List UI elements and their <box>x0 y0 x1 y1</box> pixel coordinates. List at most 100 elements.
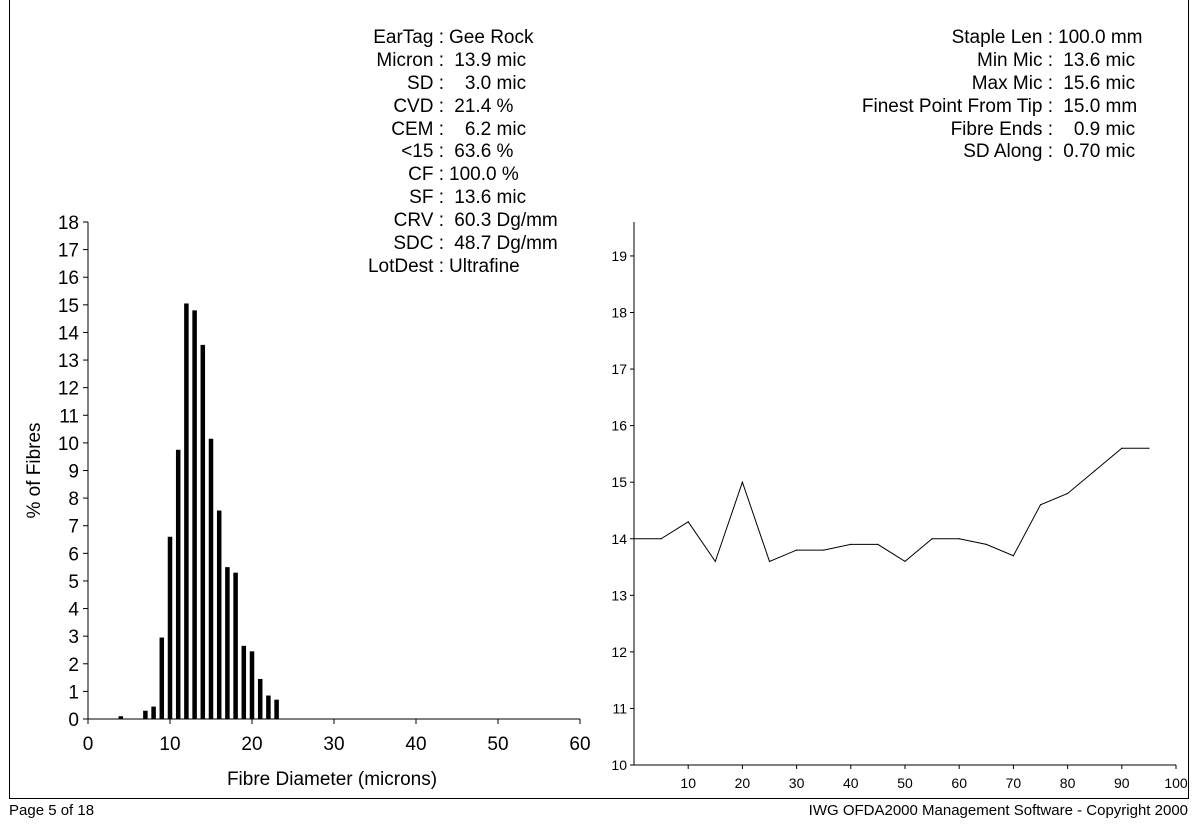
histogram-bar <box>233 572 238 719</box>
sample-stat-label: SD : <box>407 72 444 94</box>
y-tick-label: 17 <box>58 241 79 262</box>
x-tick-label: 20 <box>735 775 751 791</box>
profile-stat-value: 15.0 mm <box>1058 95 1138 117</box>
y-tick-label: 11 <box>612 700 627 716</box>
sample-stat-label: CRV : <box>393 210 444 232</box>
profile-point <box>958 538 960 540</box>
y-tick-label: 18 <box>611 305 627 321</box>
profile-point <box>1039 504 1042 506</box>
sample-stat-label: SF : <box>409 187 444 209</box>
y-tick-label: 4 <box>68 600 79 621</box>
histogram-bar <box>225 567 230 719</box>
sample-stat-value: Gee Rock <box>449 27 534 48</box>
sample-stat-value: 100.0 % <box>449 164 519 186</box>
y-tick-label: 10 <box>58 434 79 455</box>
y-tick-label: 6 <box>68 544 79 565</box>
y-tick-label: 2 <box>68 655 79 676</box>
sample-stat-value: 3.0 mic <box>449 72 527 94</box>
profile-point <box>1067 492 1069 495</box>
y-tick-label: 16 <box>58 268 79 289</box>
y-tick-label: 14 <box>58 323 80 344</box>
x-tick-label: 90 <box>1114 775 1130 791</box>
histogram-bar <box>266 695 271 719</box>
sample-stat-row: Micron : 13.9 mic <box>300 50 600 73</box>
profile-stats-panel: Staple Len :100.0 mm Min Mic : 13.6 mic Ma… <box>760 27 1180 164</box>
sample-stat-row: CRV : 60.3 Dg/mm <box>300 210 600 233</box>
profile-stat-label: Max Mic : <box>971 72 1053 94</box>
profile-point <box>741 481 744 483</box>
profile-line-chart: 10 11 12 13 14 15 16 17 18 19 10 20 30 40 50 60 70 80 90 10… <box>611 222 1188 791</box>
profile-point <box>1148 447 1150 449</box>
y-tick-label: 12 <box>58 379 79 400</box>
sample-stat-row: EarTag : Gee Rock <box>300 27 600 50</box>
histogram-bar <box>175 449 181 719</box>
sample-stat-label: EarTag : <box>373 27 444 48</box>
x-tick-label: 50 <box>487 734 508 755</box>
profile-stat-value: 13.6 mic <box>1058 49 1136 71</box>
y-tick-label: 8 <box>68 489 79 510</box>
sample-stat-value: 6.2 mic <box>449 118 527 140</box>
y-tick-label: 13 <box>58 351 79 372</box>
sample-stat-label: CVD : <box>393 95 444 117</box>
x-tick-label: 40 <box>843 775 859 791</box>
histogram-bar <box>200 344 206 719</box>
sample-stat-row: CEM : 6.2 mic <box>300 119 600 142</box>
profile-stat-label: Finest Point From Tip : <box>861 95 1053 117</box>
sample-stat-value: 63.6 % <box>449 141 514 163</box>
profile-stat-label: Min Mic : <box>977 49 1053 71</box>
x-tick-label: 30 <box>789 775 805 791</box>
y-tick-label: 15 <box>58 296 79 317</box>
y-tick-label: 10 <box>611 757 627 773</box>
y-tick-label: 16 <box>611 418 627 434</box>
profile-stat-value: 100.0 mm <box>1058 27 1143 48</box>
sample-stat-row: CVD : 21.4 % <box>300 96 600 119</box>
y-tick-label: 18 <box>58 213 79 234</box>
profile-point <box>768 560 771 562</box>
profile-stat-row: SD Along : 0.70 mic <box>760 141 1180 164</box>
sample-stat-label: LotDest : <box>367 255 444 277</box>
x-tick-label: 70 <box>1006 775 1022 791</box>
sample-stats-panel: EarTag : Gee Rock Micron : 13.9 mic SD : 3.… <box>300 27 600 279</box>
x-tick-label: 10 <box>159 734 180 755</box>
sample-stat-label: Micron : <box>376 49 444 71</box>
y-tick-label: 1 <box>68 682 79 703</box>
y-tick-label: 11 <box>59 406 79 427</box>
micron-profile-line <box>634 447 1149 563</box>
profile-stat-row: Finest Point From Tip : 15.0 mm <box>760 96 1180 119</box>
histogram-bar <box>151 706 156 719</box>
histogram-bar <box>159 637 165 719</box>
y-axis-title: % of Fibres <box>24 422 45 518</box>
profile-stat-row: Staple Len :100.0 mm <box>760 27 1180 50</box>
x-tick-label: 0 <box>83 734 94 755</box>
y-tick-label: 19 <box>611 248 627 264</box>
page-number: Page 5 of 18 <box>9 802 95 819</box>
histogram-bar <box>249 651 255 719</box>
histogram-bar <box>274 699 279 719</box>
profile-stat-label: SD Along : <box>963 141 1053 163</box>
y-tick-label: 5 <box>68 572 79 593</box>
x-tick-label: 100 <box>1164 775 1188 791</box>
profile-point <box>660 538 662 540</box>
histogram-bar <box>208 438 214 719</box>
sample-stat-value: 60.3 Dg/mm <box>449 210 558 232</box>
profile-stat-label: Fibre Ends : <box>950 118 1053 140</box>
x-tick-label: 20 <box>241 734 262 755</box>
sample-stat-label: SDC : <box>393 233 444 255</box>
profile-point <box>823 549 825 551</box>
profile-stat-row: Min Mic : 13.6 mic <box>760 50 1180 73</box>
sample-stat-row: SF : 13.6 mic <box>300 187 600 210</box>
histogram-bar <box>241 645 247 719</box>
x-tick-label: 10 <box>680 775 696 791</box>
sample-stat-label: <15 : <box>401 141 444 163</box>
sample-stat-value: 21.4 % <box>449 95 514 117</box>
x-tick-label: 40 <box>405 734 426 755</box>
profile-point <box>687 521 689 523</box>
sample-stat-row: SDC : 48.7 Dg/mm <box>300 233 600 256</box>
profile-stat-value: 15.6 mic <box>1058 72 1136 94</box>
sample-stat-row: LotDest : Ultrafine <box>300 256 600 279</box>
y-tick-label: 12 <box>611 644 627 660</box>
y-tick-label: 13 <box>611 587 627 603</box>
x-tick-label: 80 <box>1060 775 1076 791</box>
profile-point <box>985 543 987 546</box>
